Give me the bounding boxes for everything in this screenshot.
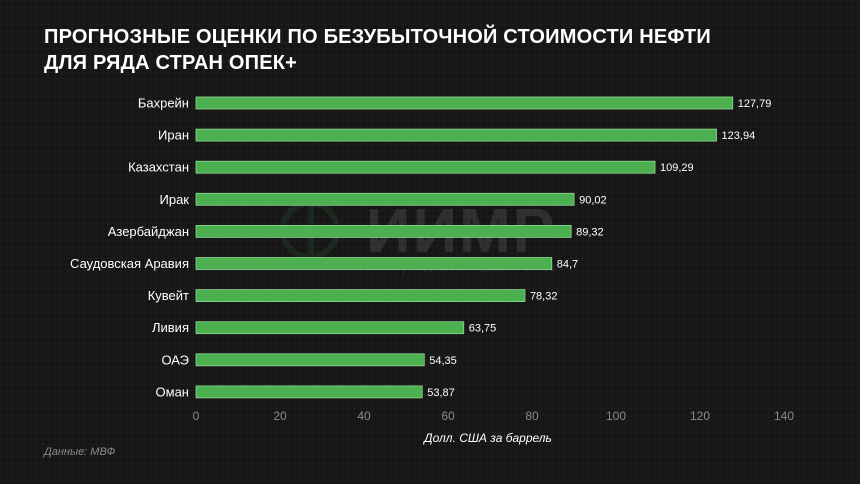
chart-title: Прогнозные оценки по безубыточной стоимо… (44, 24, 804, 76)
category-label: Кувейт (148, 288, 189, 303)
x-tick-label: 120 (690, 409, 710, 423)
category-label: Ирак (160, 192, 190, 207)
data-label: 63,75 (469, 323, 497, 335)
category-label: Азербайджан (108, 224, 189, 239)
bar (195, 321, 465, 335)
x-tick-label: 40 (357, 409, 371, 423)
bar (195, 192, 575, 206)
x-tick-label: 60 (441, 409, 455, 423)
bar (195, 257, 553, 270)
category-label: ОАЭ (161, 352, 189, 367)
category-label: Иран (158, 128, 189, 143)
data-source: Данные: МВФ (44, 446, 116, 458)
chart-title-line-2: для ряда стран ОПЕК+ (44, 52, 298, 74)
x-tick-label: 80 (525, 409, 539, 423)
category-label: Оман (156, 384, 189, 399)
bar (195, 128, 717, 142)
data-label: 109,29 (660, 162, 694, 174)
bar (195, 96, 734, 110)
data-label: 123,94 (722, 130, 756, 142)
bar (195, 224, 572, 238)
category-label: Казахстан (128, 160, 189, 175)
bar (195, 385, 423, 399)
x-tick-label: 20 (273, 409, 287, 423)
x-tick-label: 0 (193, 409, 200, 423)
data-label: 90,02 (579, 194, 607, 206)
data-label: 89,32 (576, 226, 604, 238)
data-label: 54,35 (429, 355, 457, 367)
category-label: Саудовская Аравия (70, 256, 189, 271)
category-label: Ливия (152, 320, 189, 335)
bar (195, 289, 526, 303)
x-axis-label: Долл. США за баррель (422, 431, 552, 445)
data-label: 127,79 (738, 98, 772, 110)
x-tick-label: 140 (774, 409, 794, 423)
category-label: Бахрейн (138, 96, 189, 111)
data-label: 84,7 (557, 259, 578, 271)
bar (195, 353, 425, 367)
data-label: 53,87 (427, 387, 455, 399)
bar (195, 160, 656, 174)
x-tick-label: 100 (606, 409, 626, 423)
data-label: 78,32 (530, 291, 558, 303)
chart-title-line-1: Прогнозные оценки по безубыточной стоимо… (44, 26, 711, 48)
